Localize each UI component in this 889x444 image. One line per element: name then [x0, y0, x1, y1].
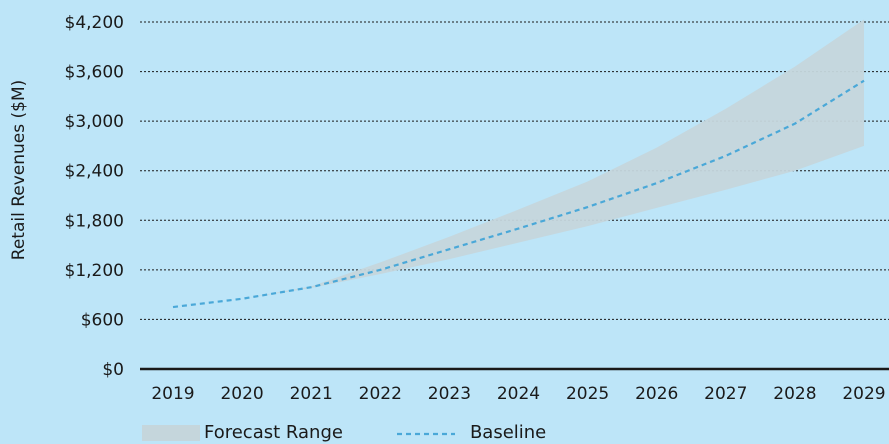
x-tick-labels: 2019 2020 2021 2022 2023 2024 2025 2026 2027 2028…	[151, 384, 885, 404]
x-tick-label: 2020	[220, 384, 263, 404]
y-tick-label: $3,000	[65, 112, 124, 132]
y-axis-label: Retail Revenues ($M)	[9, 80, 29, 260]
legend-swatch-forecast-range	[142, 424, 200, 441]
y-tick-label: $2,400	[65, 162, 124, 182]
x-tick-label: 2024	[497, 384, 540, 404]
x-tick-label: 2029	[842, 384, 885, 404]
x-tick-label: 2021	[290, 384, 333, 404]
x-tick-label: 2022	[359, 384, 402, 404]
legend-label-baseline: Baseline	[469, 422, 547, 443]
y-tick-label: $4,200	[65, 13, 124, 33]
forecast-range-area	[173, 19, 864, 308]
y-tick-label: $3,600	[65, 63, 124, 83]
legend-item-baseline: Baseline	[343, 422, 546, 443]
y-tick-label: $0	[102, 360, 124, 380]
y-tick-label: $1,200	[65, 261, 124, 281]
baseline-path	[172, 79, 865, 309]
legend: Forecast Range Baseline	[142, 421, 546, 444]
x-tick-label: 2026	[635, 384, 678, 404]
legend-label-forecast-range: Forecast Range	[204, 422, 343, 443]
x-tick-label: 2028	[773, 384, 816, 404]
y-tick-label: $600	[81, 310, 124, 330]
baseline-line	[172, 79, 865, 309]
y-tick-labels: $0 $600 $1,200 $1,800 $2,400 $3,000 $3,600 $4,2…	[65, 13, 124, 380]
y-tick-label: $1,800	[65, 211, 124, 231]
legend-swatch-baseline	[396, 432, 455, 435]
legend-item-forecast-range: Forecast Range	[142, 422, 343, 443]
x-tick-label: 2027	[704, 384, 747, 404]
x-tick-label: 2023	[428, 384, 471, 404]
forecast-range-band	[173, 19, 864, 308]
x-tick-label: 2025	[566, 384, 609, 404]
x-tick-label: 2019	[151, 384, 194, 404]
